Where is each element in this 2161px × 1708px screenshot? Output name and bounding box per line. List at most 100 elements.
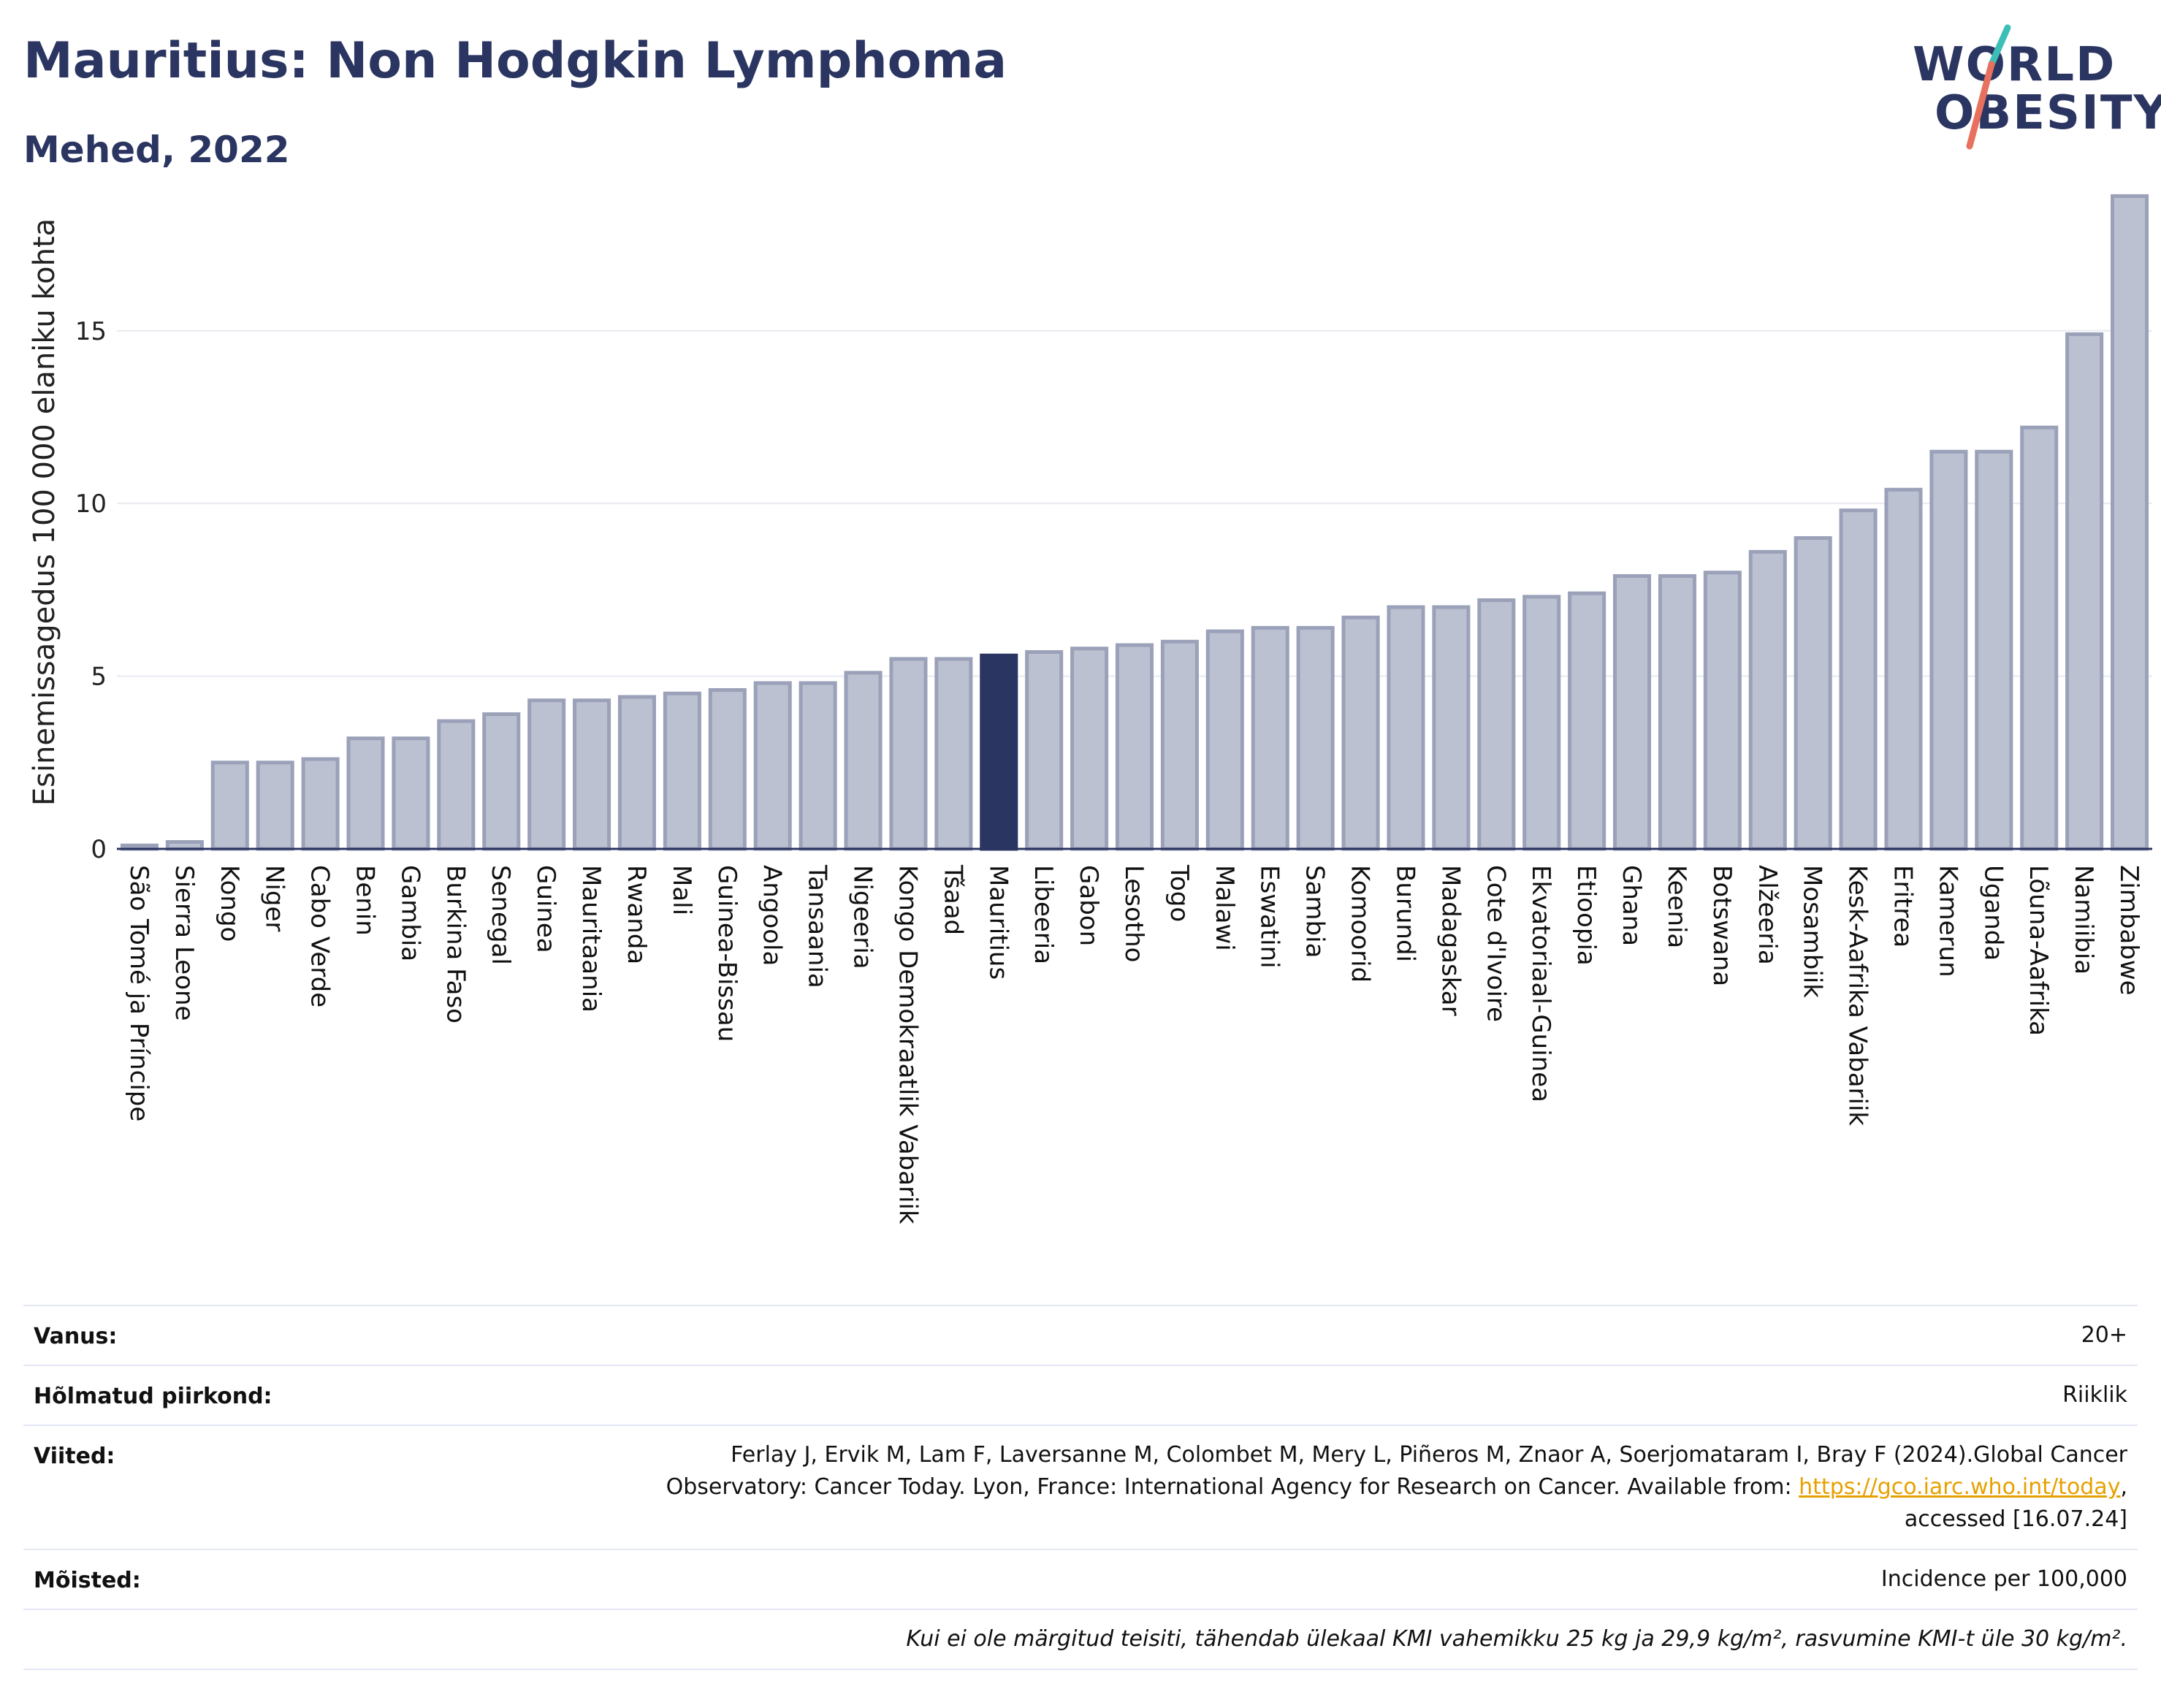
bar-eswatini[interactable] [1251, 625, 1289, 851]
x-tick-label: Rwanda [622, 865, 651, 964]
bar-angoola[interactable] [753, 681, 792, 851]
bar-komoorid[interactable] [1341, 615, 1380, 851]
bar-keenia[interactable] [1658, 573, 1696, 851]
x-tick-label: Kamerun [1933, 865, 1962, 977]
bar-libeeria[interactable] [1025, 649, 1064, 851]
bar-nigeeria[interactable] [844, 671, 883, 851]
x-tick-label: Angoola [758, 865, 787, 966]
references-line-2-text: Observatory: Cancer Today. Lyon, France:… [666, 1474, 1799, 1500]
x-tick-label: Namiibia [2069, 865, 2098, 975]
x-tick-label: Eswatini [1255, 865, 1284, 969]
bar-tansaania[interactable] [799, 681, 837, 851]
x-tick-label: Niger [260, 865, 289, 931]
bar-gambia[interactable] [392, 736, 430, 851]
bar-l-una-aafrika[interactable] [2020, 425, 2059, 851]
y-tick-label: 5 [91, 663, 107, 692]
bar-madagaskar[interactable] [1432, 605, 1471, 851]
logo-slash-icon [1966, 24, 2011, 150]
bar-etioopia[interactable] [1568, 591, 1607, 851]
x-tick-label: Mosambiik [1798, 865, 1827, 998]
x-tick-label: Eritrea [1888, 865, 1917, 948]
page-subtitle: Mehed, 2022 [23, 129, 290, 171]
bar-al-eeria[interactable] [1748, 549, 1787, 851]
x-tick-label: Togo [1165, 864, 1194, 922]
bar-mauritaania[interactable] [573, 698, 611, 851]
x-tick-label: Ekvatoriaal-Guinea [1526, 865, 1555, 1102]
bar-burundi[interactable] [1387, 605, 1425, 851]
x-tick-label: Uganda [1978, 865, 2008, 961]
bar-zimbabwe[interactable] [2111, 194, 2149, 851]
x-tick-label: Zimbabwe [2114, 865, 2143, 996]
x-tick-label: Guinea [531, 865, 560, 953]
references-label: Viited: [34, 1444, 115, 1469]
x-tick-label: Gabon [1074, 865, 1103, 946]
bar-mosambiik[interactable] [1794, 535, 1832, 851]
bar-uganda[interactable] [1975, 449, 2013, 851]
x-tick-label: Tšaad [938, 864, 967, 935]
x-tick-label: Alžeeria [1753, 865, 1782, 965]
x-tick-label: Burundi [1390, 865, 1419, 962]
definitions-value: Incidence per 100,000 [1880, 1566, 2127, 1592]
bar-guinea-bissau[interactable] [708, 688, 747, 851]
x-tick-label: Sierra Leone [169, 865, 199, 1021]
definitions-label: Mõisted: [34, 1568, 141, 1593]
region-label: Hõlmatud piirkond: [34, 1384, 272, 1409]
x-tick-label: Cabo Verde [305, 865, 335, 1007]
world-obesity-logo: WORLD OBESITY [1899, 22, 2161, 153]
bar-t-aad[interactable] [934, 657, 973, 851]
x-tick-label: São Tomé ja Príncipe [124, 865, 153, 1121]
bar-eritrea[interactable] [1884, 487, 1923, 851]
bar-botswana[interactable] [1703, 571, 1742, 851]
bar-togo[interactable] [1160, 639, 1199, 851]
x-tick-label: Guinea-Bissau [712, 865, 742, 1042]
references-link[interactable]: https://gco.iarc.who.int/today [1799, 1474, 2121, 1500]
age-value: 20+ [2081, 1322, 2127, 1348]
region-value: Riiklik [2062, 1382, 2127, 1408]
bar-namiibia[interactable] [2065, 332, 2104, 851]
bar-gabon[interactable] [1070, 647, 1109, 851]
bar-lesotho[interactable] [1115, 643, 1154, 851]
references-line-1: Ferlay J, Ervik M, Lam F, Laversanne M, … [731, 1442, 2127, 1468]
bar-kamerun[interactable] [1929, 449, 1968, 851]
bar-malawi[interactable] [1205, 629, 1244, 851]
meta-row-definitions: Mõisted: Incidence per 100,000 [23, 1549, 2138, 1610]
x-tick-label: Mali [667, 865, 696, 915]
bar-mali[interactable] [663, 691, 701, 851]
x-tick-label: Lõuna-Aafrika [2024, 865, 2053, 1036]
x-tick-label: Komoorid [1346, 865, 1375, 983]
x-tick-label: Kongo Demokraatlik Vabariik [893, 865, 922, 1224]
x-tick-label: Botswana [1707, 865, 1737, 986]
bar-kongo-demokraatlik-vabariik[interactable] [889, 657, 928, 851]
meta-row-references: Viited: Ferlay J, Ervik M, Lam F, Lavers… [23, 1425, 2138, 1550]
y-axis-title: Esinemissagedus 100 000 elaniku kohta [28, 218, 61, 806]
x-tick-label: Madagaskar [1436, 865, 1465, 1016]
y-tick-label: 15 [75, 317, 107, 346]
x-tick-label: Tansaania [803, 864, 832, 988]
bar-sambia[interactable] [1296, 625, 1335, 851]
bar-kesk-aafrika-vabariik[interactable] [1839, 508, 1878, 851]
bar-senegal[interactable] [482, 712, 521, 851]
bar-burkina-faso[interactable] [437, 719, 476, 851]
bar-cote-d-ivoire[interactable] [1477, 598, 1516, 851]
x-tick-label: Kongo [215, 865, 244, 942]
bar-chart: 0 5 10 15 Esinemissagedus 100 000 elaniku ko… [28, 194, 2152, 1224]
references-line-3: accessed [16.07.24] [1904, 1506, 2127, 1532]
meta-row-footnote: Kui ei ole märgitud teisiti, tähendab ül… [23, 1609, 2138, 1670]
bar-ekvatoriaal-guinea[interactable] [1522, 595, 1561, 851]
x-tick-label: Ghana [1617, 865, 1646, 946]
x-tick-label: Benin [351, 865, 380, 936]
x-tick-label: Kesk-Aafrika Vabariik [1843, 865, 1872, 1126]
x-tick-label: Sambia [1300, 865, 1330, 958]
meta-row-region: Hõlmatud piirkond: Riiklik [23, 1365, 2138, 1426]
bar-mauritius[interactable] [980, 653, 1018, 851]
bar-kongo[interactable] [210, 760, 249, 851]
x-tick-label: Libeeria [1029, 865, 1058, 964]
bar-guinea[interactable] [527, 698, 566, 851]
bar-ghana[interactable] [1612, 573, 1652, 851]
bar-rwanda[interactable] [617, 695, 657, 851]
bar-niger[interactable] [256, 760, 294, 851]
bar-cabo-verde[interactable] [301, 757, 340, 851]
table-bottom-divider [23, 1669, 2138, 1670]
bar-benin[interactable] [346, 736, 385, 851]
x-tick-label: Burkina Faso [441, 865, 470, 1023]
